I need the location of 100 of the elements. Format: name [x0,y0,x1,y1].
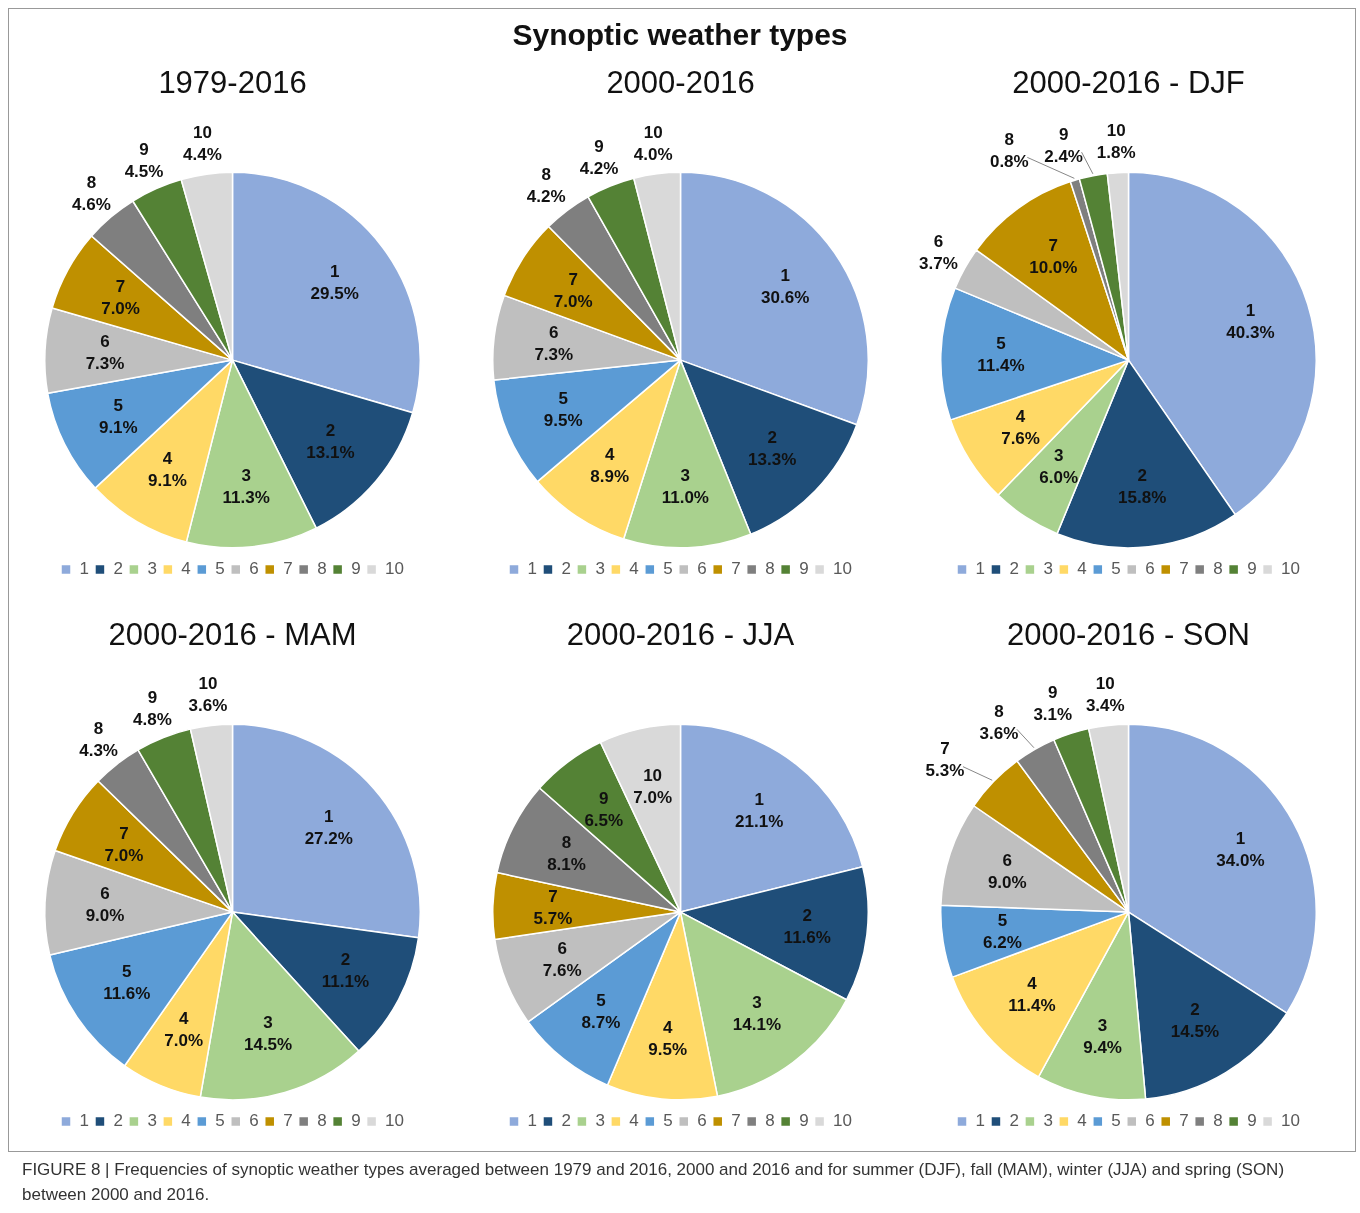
legend-label: 2 [561,559,571,579]
slice-label: 10 [193,123,212,143]
slice-label: 6 [549,323,559,343]
slice-label: 8 [93,719,104,739]
data-label: 3.1% [1033,705,1073,725]
slice-label: 9 [139,139,149,159]
slice-label: 5 [996,334,1006,354]
legend-label: 9 [1247,1111,1257,1131]
data-label: 1.8% [1096,143,1136,163]
data-label: 7.0% [164,1030,204,1050]
data-label: 7.0% [553,291,593,311]
data-label: 11.0% [661,488,709,508]
data-label: 21.1% [735,812,784,832]
data-label: 3.7% [919,254,958,274]
legend-label: 7 [283,559,293,579]
chart-title: 2000-2016 - DJF [1012,65,1245,101]
chart-title: 2000-2016 - SON [1007,617,1250,653]
legend-label: 7 [1179,1111,1189,1131]
legend-label: 3 [595,1111,605,1131]
data-label: 4.4% [183,145,222,165]
legend-label: 2 [113,1111,123,1131]
slice-label: 4 [162,448,173,468]
slice-label: 6 [557,938,567,958]
data-label: 9.4% [1083,1037,1122,1057]
legend-label: 1 [975,559,985,579]
legend-label: 8 [1213,1111,1223,1131]
legend-label: 6 [249,1111,259,1131]
legend-label: 2 [113,559,123,579]
slice-label: 10 [1095,674,1115,694]
data-label: 7.0% [101,299,140,319]
legend-label: 10 [833,559,853,579]
data-label: 11.4% [1008,996,1056,1016]
data-label: 11.1% [321,972,370,992]
data-label: 3.6% [188,696,228,716]
slice-label: 1 [1235,829,1246,849]
slice-label: 2 [1137,465,1147,485]
legend-label: 7 [731,1111,741,1131]
legend-label: 9 [351,559,361,579]
legend-label: 5 [215,1111,225,1131]
slice-label: 6 [933,232,944,252]
slice-label: 8 [86,172,97,192]
data-label: 14.1% [732,1015,781,1035]
data-label: 30.6% [761,287,810,307]
slice-label: 7 [940,739,950,759]
legend-label: 6 [249,559,259,579]
data-label: 4.8% [133,710,172,730]
data-label: 5.7% [533,908,573,928]
data-label: 7.3% [534,345,574,365]
slice-label: 2 [325,420,336,440]
data-label: 4.6% [72,194,111,214]
slice-label: 10 [198,674,218,694]
legend-label: 6 [1145,1111,1155,1131]
data-label: 9.0% [85,906,125,926]
legend-label: 6 [697,1111,707,1131]
data-label: 5.3% [925,761,965,781]
slice-label: 2 [1190,999,1200,1019]
slice-label: 6 [1002,850,1013,870]
data-label: 4.2% [526,187,566,207]
data-label: 4.0% [633,144,673,164]
slice-label: 9 [1058,124,1069,144]
legend-label: 1 [527,1111,537,1131]
legend-label: 3 [1043,559,1053,579]
chart-title: 2000-2016 [606,65,755,101]
legend-label: 1 [79,1111,89,1131]
legend-label: 3 [595,559,605,579]
data-label: 4.2% [579,158,619,178]
legend-label: 3 [147,1111,157,1131]
slice-label: 9 [147,688,158,708]
slice-label: 4 [178,1008,189,1028]
slice-label: 9 [599,788,609,808]
data-label: 4.3% [79,741,118,761]
slice-label: 3 [1053,445,1064,465]
data-label: 2.4% [1044,146,1083,166]
legend-label: 2 [1009,559,1019,579]
data-label: 6.5% [584,810,624,830]
slice-label: 7 [115,277,126,297]
legend-label: 4 [181,1111,191,1131]
slice-label: 1 [329,262,340,282]
legend-label: 2 [561,1111,571,1131]
slice-label: 1 [1245,300,1256,320]
data-label: 13.3% [748,449,797,469]
legend-label: 10 [385,559,405,579]
slice-label: 6 [100,884,110,904]
slice-label: 8 [1004,130,1015,150]
data-label: 8.9% [590,467,630,487]
legend-label: 8 [1213,559,1223,579]
slice-label: 3 [241,465,251,485]
data-label: 9.0% [987,872,1027,892]
data-label: 6.0% [1039,467,1078,487]
data-label: 10.0% [1029,257,1078,277]
legend-label: 4 [1077,559,1087,579]
data-label: 11.6% [103,984,151,1004]
legend-label: 10 [833,1111,853,1131]
slice-label: 8 [994,702,1004,721]
slice-label: 4 [1027,974,1038,994]
data-label: 4.5% [124,161,164,181]
data-label: 7.0% [104,845,144,865]
legend-label: 9 [351,1111,361,1131]
chart-title: 2000-2016 - JJA [566,617,795,653]
data-label: 34.0% [1216,851,1265,871]
